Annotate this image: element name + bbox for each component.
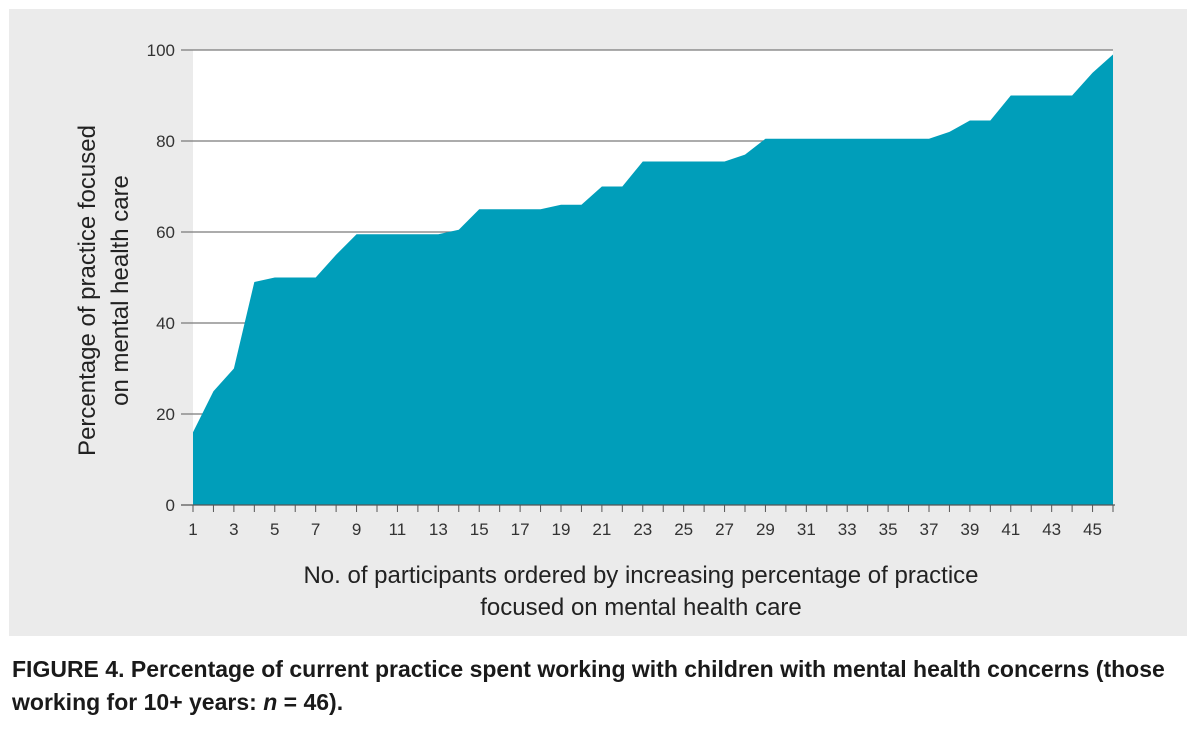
x-tick-label: 29 — [756, 520, 775, 539]
y-axis-title-line: Percentage of practice focused — [74, 125, 101, 456]
x-tick-label: 11 — [389, 520, 407, 539]
y-tick-label: 40 — [156, 314, 175, 333]
x-tick-label: 27 — [715, 520, 734, 539]
x-tick-label: 19 — [552, 520, 571, 539]
x-tick-label: 37 — [920, 520, 939, 539]
figure-panel: 0 20 40 60 80 100 1 3 5 7 9 11 13 15 17 19 21 23 25 27 29 31… — [9, 9, 1187, 636]
caption-n-variable: n — [263, 689, 278, 715]
x-tick-label: 9 — [352, 520, 361, 539]
x-tick-label: 7 — [311, 520, 320, 539]
x-tick-label: 17 — [511, 520, 530, 539]
x-tick-label: 33 — [838, 520, 857, 539]
x-tick-label: 31 — [797, 520, 816, 539]
caption-text: Percentage of current practice spent wor… — [12, 656, 1165, 715]
y-tick-label: 60 — [156, 223, 175, 242]
y-tick-label: 80 — [156, 132, 175, 151]
x-tick-label: 15 — [470, 520, 489, 539]
caption-n-value: = 46). — [277, 689, 344, 715]
caption-label: FIGURE 4. — [12, 656, 125, 682]
x-tick-labels: 1 3 5 7 9 11 13 15 17 19 21 23 25 27 29 31 33 35 37 39 41 43 4… — [188, 520, 1102, 539]
y-axis-title-line: on mental health care — [107, 175, 134, 406]
area-series — [193, 54, 1113, 506]
y-tick-label: 20 — [156, 405, 175, 424]
x-tick-label: 21 — [592, 520, 611, 539]
x-axis-title: No. of participants ordered by increasin… — [303, 562, 978, 621]
figure-caption: FIGURE 4. Percentage of current practice… — [12, 653, 1188, 719]
y-tick-labels: 0 20 40 60 80 100 — [147, 41, 175, 515]
x-tick-label: 5 — [270, 520, 279, 539]
y-tick-label: 100 — [147, 41, 175, 60]
x-tick-label: 1 — [188, 520, 197, 539]
area-fill — [193, 54, 1113, 506]
x-axis-title-line: focused on mental health care — [480, 594, 802, 621]
x-tick-label: 23 — [633, 520, 652, 539]
x-tick-label: 13 — [429, 520, 448, 539]
x-tick-label: 25 — [674, 520, 693, 539]
x-tick-label: 39 — [960, 520, 979, 539]
y-tick-label: 0 — [166, 496, 175, 515]
x-tick-label: 43 — [1042, 520, 1061, 539]
y-axis-title: Percentage of practice focused on mental … — [74, 125, 134, 456]
axes — [181, 504, 1115, 512]
x-tick-label: 45 — [1083, 520, 1102, 539]
x-tick-label: 41 — [1001, 520, 1020, 539]
x-tick-label: 3 — [229, 520, 238, 539]
x-tick-label: 35 — [879, 520, 898, 539]
x-axis-title-line: No. of participants ordered by increasin… — [303, 562, 978, 589]
